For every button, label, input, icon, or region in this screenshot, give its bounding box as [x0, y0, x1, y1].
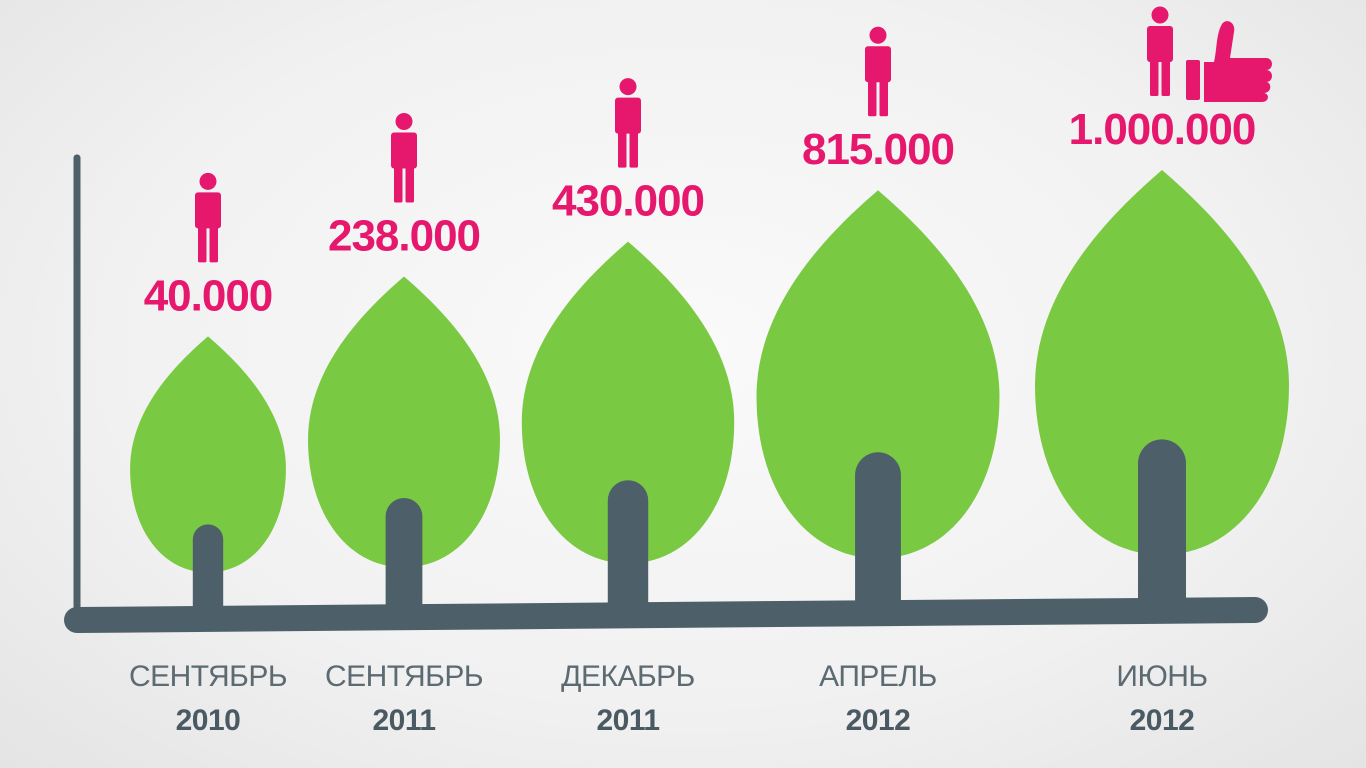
- tree-trunk-5: [1138, 439, 1186, 615]
- category-month-label: АПРЕЛЬ: [819, 660, 937, 693]
- tree-leaf-2: [308, 276, 500, 568]
- tree-leaf-3: [521, 241, 735, 564]
- person-icon: [865, 26, 891, 117]
- tree-trunk-1: [192, 524, 224, 623]
- category-month-label: ДЕКАБРЬ: [561, 660, 695, 693]
- tree-trunk-3: [607, 480, 649, 620]
- category-year-label: 2012: [1130, 704, 1195, 737]
- person-icon: [615, 78, 641, 168]
- category-year-label: 2011: [372, 704, 435, 737]
- person-icon: [1147, 6, 1173, 96]
- tree-leaf-5: [1035, 170, 1289, 555]
- value-label: 238.000: [328, 212, 480, 261]
- tree-leaf-4: [756, 190, 1000, 559]
- thumbs-up-icon: [1186, 21, 1272, 102]
- person-icon: [391, 113, 417, 203]
- category-month-label: ИЮНЬ: [1116, 660, 1207, 693]
- category-year-label: 2011: [596, 704, 659, 737]
- person-icon: [195, 172, 221, 263]
- x-axis-ground: [64, 597, 1268, 633]
- tree-trunk-4: [855, 452, 901, 618]
- tree-leaf-1: [130, 336, 286, 573]
- category-labels: 40.000 СЕНТЯБРЬ 2010 238.000 СЕНТЯБРЬ 2011 430…: [129, 6, 1272, 737]
- value-label: 430.000: [552, 177, 704, 226]
- category-year-label: 2012: [846, 704, 911, 737]
- value-label: 1.000.000: [1069, 105, 1256, 154]
- category-year-label: 2010: [176, 704, 241, 737]
- tree-bars: [64, 154, 1289, 633]
- tree-trunk-2: [385, 498, 423, 622]
- category-month-label: СЕНТЯБРЬ: [325, 660, 483, 693]
- value-label: 40.000: [144, 271, 273, 320]
- category-month-label: СЕНТЯБРЬ: [129, 660, 287, 693]
- value-label: 815.000: [802, 125, 954, 174]
